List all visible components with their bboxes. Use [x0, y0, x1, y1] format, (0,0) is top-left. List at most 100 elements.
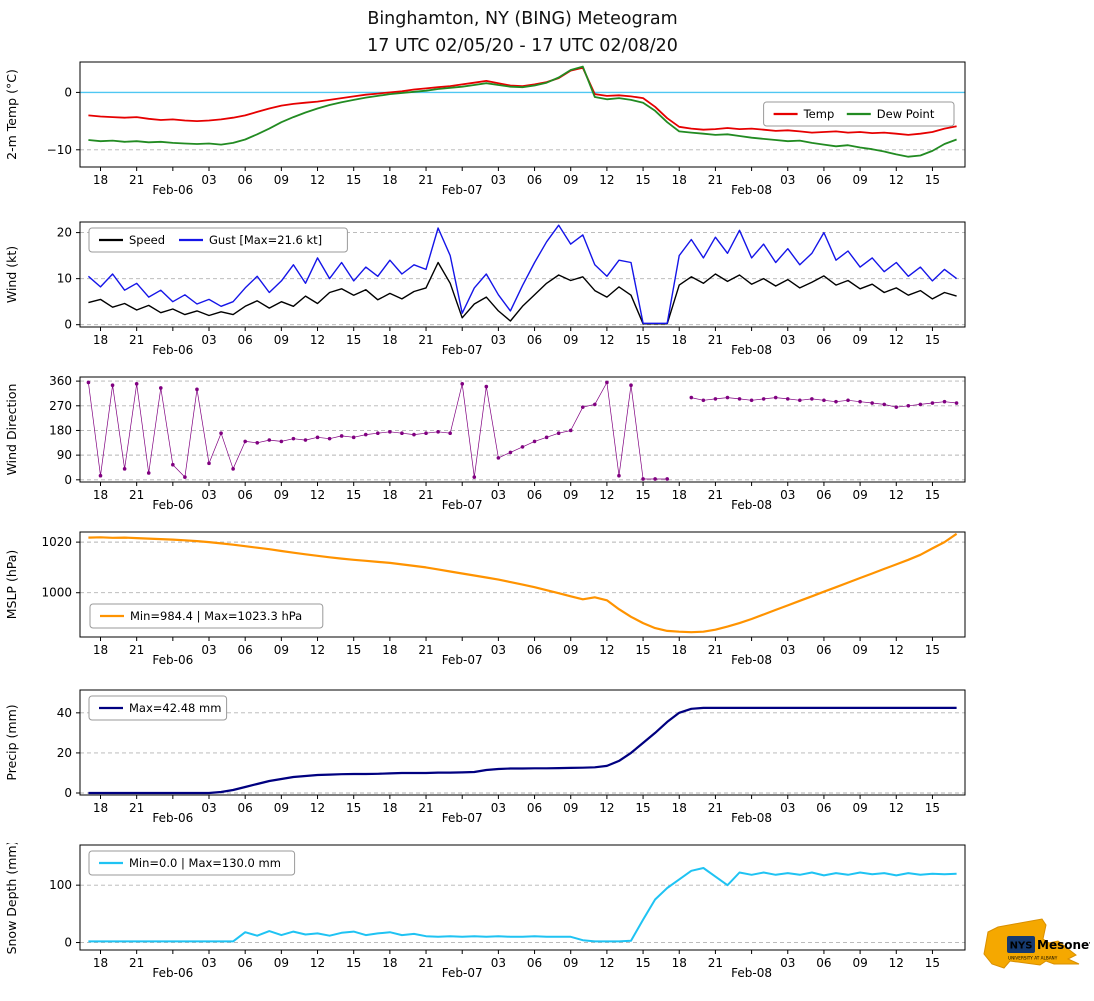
svg-text:09: 09 [563, 488, 578, 502]
svg-text:Feb-07: Feb-07 [442, 653, 483, 667]
svg-text:09: 09 [852, 333, 867, 347]
svg-text:Max=42.48 mm: Max=42.48 mm [129, 701, 221, 715]
svg-text:09: 09 [563, 643, 578, 657]
svg-text:0: 0 [64, 473, 72, 487]
svg-text:09: 09 [852, 173, 867, 187]
nys-mesonet-logo-graphic: NYS Mesonet UNIVERSITY AT ALBANY [983, 918, 1094, 969]
svg-text:03: 03 [780, 643, 795, 657]
svg-text:21: 21 [418, 956, 433, 970]
snow-depth-series [88, 867, 957, 943]
svg-text:15: 15 [635, 488, 650, 502]
svg-text:03: 03 [491, 956, 506, 970]
svg-text:90: 90 [57, 448, 72, 462]
svg-text:−10: −10 [47, 143, 72, 157]
svg-text:03: 03 [780, 801, 795, 815]
svg-text:Feb-07: Feb-07 [442, 966, 483, 980]
svg-text:21: 21 [418, 488, 433, 502]
svg-text:Feb-06: Feb-06 [152, 966, 193, 980]
svg-text:0: 0 [64, 85, 72, 99]
svg-text:12: 12 [889, 333, 904, 347]
svg-text:Feb-06: Feb-06 [152, 653, 193, 667]
svg-text:180: 180 [49, 423, 72, 437]
svg-text:21: 21 [708, 488, 723, 502]
svg-text:100: 100 [49, 878, 72, 892]
precip-chart: 0 20 40 18 21 Feb-06 03 06 09 12 15 18 21 Feb-07 03 06 0… [4, 689, 966, 825]
svg-text:Wind (kt): Wind (kt) [4, 246, 19, 303]
svg-text:03: 03 [491, 801, 506, 815]
svg-text:06: 06 [238, 333, 253, 347]
svg-text:06: 06 [527, 173, 542, 187]
svg-text:21: 21 [129, 801, 144, 815]
svg-text:0: 0 [64, 786, 72, 800]
svg-text:Dew Point: Dew Point [877, 107, 935, 121]
svg-text:12: 12 [889, 801, 904, 815]
svg-text:03: 03 [201, 488, 216, 502]
svg-text:21: 21 [708, 643, 723, 657]
svg-text:03: 03 [491, 173, 506, 187]
svg-text:Feb-08: Feb-08 [731, 343, 772, 357]
svg-text:18: 18 [382, 488, 397, 502]
svg-text:Precip (mm): Precip (mm) [4, 704, 19, 780]
svg-text:06: 06 [527, 333, 542, 347]
svg-text:1020: 1020 [41, 535, 72, 549]
svg-text:21: 21 [129, 333, 144, 347]
svg-text:2-m Temp (°C): 2-m Temp (°C) [4, 69, 19, 160]
temp-series [88, 66, 957, 136]
svg-text:15: 15 [925, 801, 940, 815]
svg-text:270: 270 [49, 399, 72, 413]
svg-text:Min=984.4 | Max=1023.3 hPa: Min=984.4 | Max=1023.3 hPa [130, 609, 302, 623]
svg-text:09: 09 [563, 801, 578, 815]
svg-text:21: 21 [129, 173, 144, 187]
svg-text:Feb-07: Feb-07 [442, 343, 483, 357]
svg-text:03: 03 [491, 643, 506, 657]
svg-text:09: 09 [274, 173, 289, 187]
svg-text:18: 18 [382, 643, 397, 657]
svg-text:Feb-07: Feb-07 [442, 498, 483, 512]
svg-text:18: 18 [93, 488, 108, 502]
svg-text:06: 06 [527, 643, 542, 657]
svg-text:21: 21 [418, 173, 433, 187]
svg-text:Feb-07: Feb-07 [442, 811, 483, 825]
svg-text:09: 09 [852, 643, 867, 657]
svg-text:09: 09 [852, 488, 867, 502]
wind-panel: 0 10 20 18 21 Feb-06 03 06 09 12 15 18 21 Feb-07 03 06 0… [0, 220, 1094, 360]
mslp-series [88, 532, 958, 634]
svg-text:09: 09 [274, 333, 289, 347]
svg-text:06: 06 [816, 801, 831, 815]
svg-text:06: 06 [816, 173, 831, 187]
svg-text:15: 15 [635, 643, 650, 657]
svg-text:12: 12 [599, 801, 614, 815]
svg-text:15: 15 [346, 643, 361, 657]
wind-direction-panel: 0 90 180 270 360 18 21 Feb-06 03 06 09 12 15 18 21 Feb-… [0, 374, 1094, 515]
svg-text:18: 18 [672, 173, 687, 187]
snow-depth-chart: 0 100 18 21 Feb-06 03 06 09 12 15 18 21 Feb-07 03 06 09… [4, 841, 966, 980]
svg-text:12: 12 [310, 173, 325, 187]
wind-chart: 0 10 20 18 21 Feb-06 03 06 09 12 15 18 21 Feb-07 03 06 0… [4, 221, 966, 357]
svg-text:12: 12 [599, 333, 614, 347]
svg-text:21: 21 [708, 956, 723, 970]
svg-text:15: 15 [346, 488, 361, 502]
logo-subtitle-text: UNIVERSITY AT ALBANY [1008, 956, 1058, 961]
svg-text:Min=0.0 | Max=130.0 mm: Min=0.0 | Max=130.0 mm [129, 856, 281, 870]
wind-series [88, 261, 957, 325]
svg-text:15: 15 [635, 956, 650, 970]
svg-text:06: 06 [816, 956, 831, 970]
svg-text:15: 15 [635, 333, 650, 347]
svg-text:Feb-08: Feb-08 [731, 183, 772, 197]
svg-text:18: 18 [93, 333, 108, 347]
svg-text:15: 15 [925, 333, 940, 347]
svg-text:06: 06 [238, 643, 253, 657]
svg-text:21: 21 [708, 801, 723, 815]
svg-text:03: 03 [780, 956, 795, 970]
mslp-legend [89, 603, 324, 629]
svg-text:10: 10 [57, 272, 72, 286]
svg-text:Feb-06: Feb-06 [152, 343, 193, 357]
svg-text:09: 09 [852, 956, 867, 970]
svg-text:18: 18 [672, 956, 687, 970]
svg-text:03: 03 [201, 956, 216, 970]
svg-text:0: 0 [64, 318, 72, 332]
temp-chart: 0 −10 18 21 Feb-06 03 06 09 12 15 18 21 Feb-07 03 06 09… [4, 61, 966, 197]
svg-text:09: 09 [274, 643, 289, 657]
svg-text:Feb-08: Feb-08 [731, 498, 772, 512]
